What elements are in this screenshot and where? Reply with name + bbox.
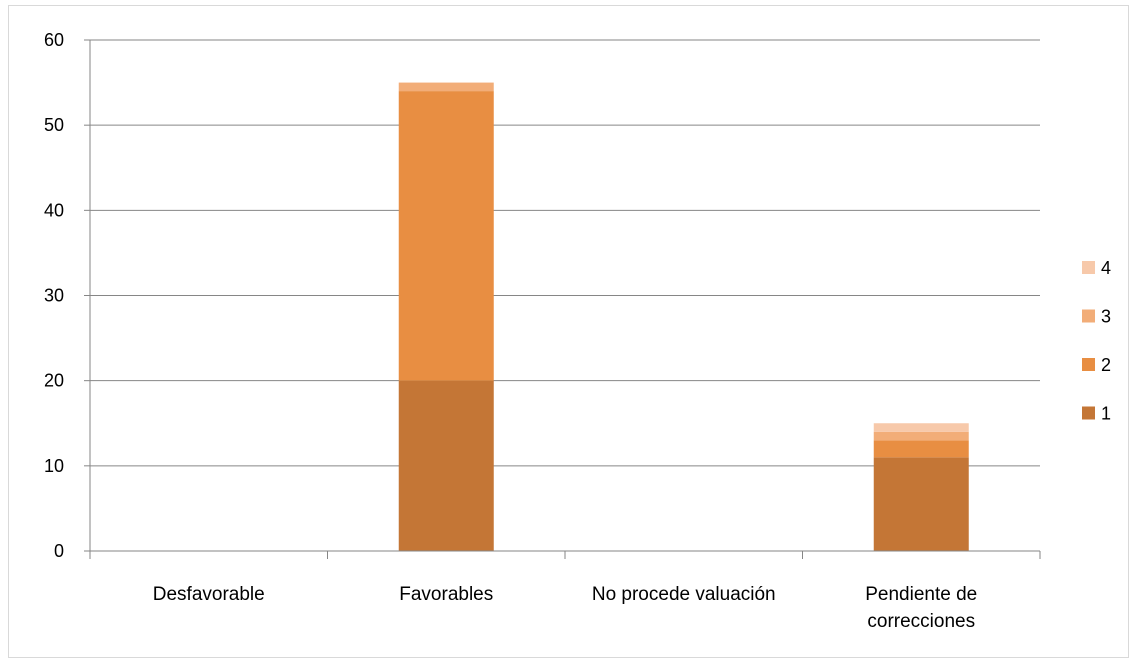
bar-segment (873, 440, 969, 458)
x-category-label: No procede valuación (592, 584, 776, 605)
y-tick-label: 30 (44, 286, 64, 306)
bar-segment (873, 431, 969, 441)
bar-segment (398, 380, 494, 551)
bar-segment (398, 82, 494, 92)
axes (84, 39, 1041, 559)
y-tick-label: 20 (44, 371, 64, 391)
bar-segment (398, 91, 494, 381)
legend-swatch (1082, 309, 1095, 323)
y-tick-label: 10 (44, 456, 64, 476)
x-category-label: Desfavorable (153, 584, 265, 605)
y-tick-label: 40 (44, 200, 64, 220)
bars (398, 82, 969, 551)
legend: 4 3 2 1 (1082, 258, 1111, 424)
gridlines (90, 39, 1040, 467)
y-tick-label: 60 (44, 30, 64, 50)
legend-label: 2 (1101, 355, 1111, 375)
legend-label: 4 (1101, 258, 1111, 278)
y-tick-label: 50 (44, 115, 64, 135)
legend-swatch (1082, 358, 1095, 371)
x-category-label: Favorables (399, 584, 493, 605)
x-category-label: correcciones (867, 611, 975, 632)
bar-segment (873, 423, 969, 432)
y-tick-labels: 0 10 20 30 40 50 60 (44, 30, 64, 561)
legend-label: 3 (1101, 307, 1111, 327)
legend-swatch (1082, 406, 1095, 420)
legend-label: 1 (1101, 404, 1111, 424)
bar-segment (873, 457, 969, 551)
y-tick-label: 0 (54, 541, 64, 561)
x-category-label: Pendiente de (865, 584, 977, 605)
legend-swatch (1082, 261, 1095, 274)
x-category-labels: Desfavorable Favorables No procede valuaci… (153, 584, 977, 632)
